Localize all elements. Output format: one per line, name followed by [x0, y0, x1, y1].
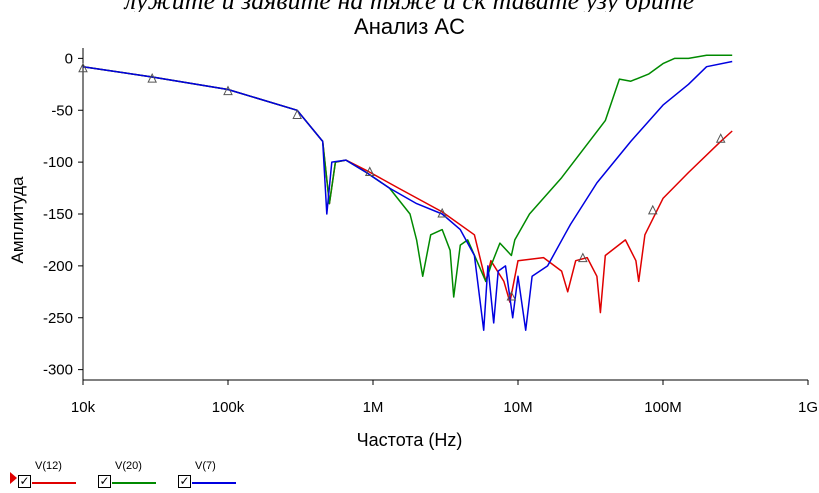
x-tick-label: 1M: [363, 399, 384, 416]
marker-layer: [78, 62, 726, 301]
series-line-v12: [82, 65, 733, 314]
y-tick-label: -50: [51, 102, 73, 119]
data-point-marker: [506, 290, 517, 301]
legend-label-v7: V(7): [195, 460, 216, 472]
data-point-marker: [292, 109, 302, 119]
y-tick-label: -300: [43, 362, 73, 379]
data-point-marker: [223, 85, 233, 96]
data-point-marker: [715, 133, 726, 143]
series-line-v7: [82, 60, 733, 331]
legend-item-v12[interactable]: ✓ V(12): [10, 460, 90, 490]
legend-line-v20: [112, 482, 156, 484]
x-tick-label: 1G: [798, 399, 818, 416]
series-line-v20: [82, 54, 733, 298]
data-point-marker: [78, 62, 88, 73]
checkbox-v20[interactable]: ✓: [98, 474, 111, 488]
x-tick-label: 100k: [212, 399, 245, 416]
x-axis-label: Частота (Hz): [356, 430, 463, 450]
tick-layer: 10k 100k 1M 10M 100M 1G 0 -50 -100 -150 -200 -250 -3…: [43, 50, 818, 416]
data-point-marker: [147, 73, 157, 83]
y-tick-label: 0: [65, 50, 73, 67]
y-tick-label: -250: [43, 310, 73, 327]
y-tick-label: -200: [43, 258, 73, 275]
selected-trace-marker-icon: [10, 472, 17, 484]
data-point-marker: [578, 252, 588, 263]
cut-off-caption-text: лyжите и заявите на тяже и ск тавате узу…: [0, 0, 819, 12]
legend-line-v12: [32, 482, 76, 484]
legend-label-v20: V(20): [115, 460, 142, 472]
checkbox-v7[interactable]: ✓: [178, 474, 191, 488]
x-tick-label: 10k: [71, 399, 96, 416]
legend-item-v20[interactable]: ✓ V(20): [90, 460, 170, 490]
legend-line-v7: [192, 482, 236, 484]
legend-label-v12: V(12): [35, 460, 62, 472]
y-axis-label: Амплитуда: [8, 176, 27, 264]
checkbox-v12[interactable]: ✓: [18, 474, 31, 488]
legend-item-v7[interactable]: ✓ V(7): [170, 460, 250, 490]
x-tick-label: 10M: [503, 399, 532, 416]
chart-title: Анализ AC: [354, 14, 465, 39]
legend: ✓ V(12) ✓ V(20) ✓ V(7): [10, 460, 310, 490]
data-point-marker: [437, 207, 447, 218]
data-point-marker: [647, 204, 658, 215]
y-tick-label: -150: [43, 206, 73, 223]
y-tick-label: -100: [43, 154, 73, 171]
series-layer: [82, 54, 733, 331]
x-tick-label: 100M: [644, 399, 682, 416]
data-point-marker: [364, 166, 375, 176]
